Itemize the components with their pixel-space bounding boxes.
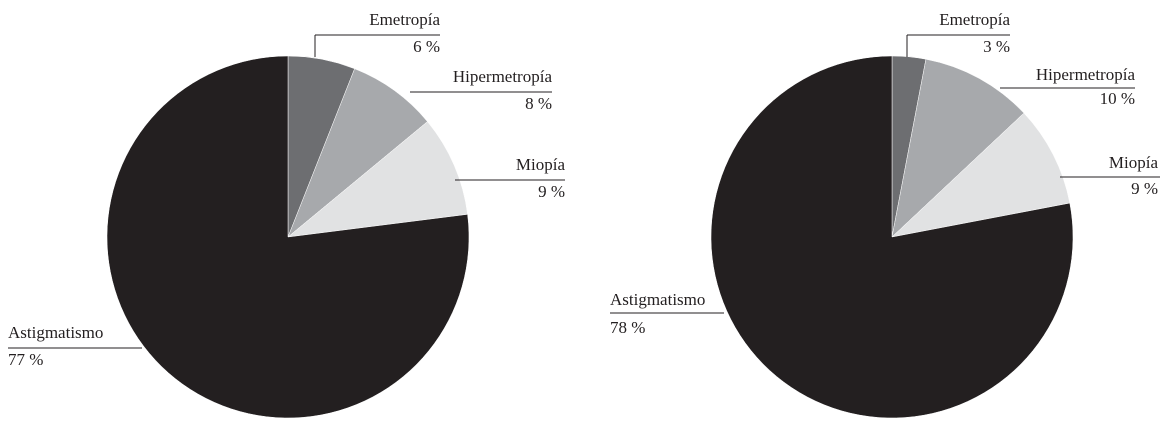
slice-value-label: 9 % [538, 182, 565, 201]
slice-label: Astigmatismo [610, 290, 705, 309]
slice-label: Hipermetropía [453, 67, 553, 86]
slice-label: Miopía [1109, 153, 1159, 172]
pie-slice [287, 121, 468, 238]
slice-label: Astigmatismo [8, 323, 103, 342]
pie-slice [891, 58, 1025, 238]
slice-label: Emetropía [369, 10, 440, 29]
pie-slice [106, 55, 470, 419]
pie-slice [287, 68, 428, 238]
pie-slice [710, 55, 1074, 419]
slice-value-label: 3 % [983, 37, 1010, 56]
slice-value-label: 10 % [1100, 89, 1135, 108]
slice-label: Hipermetropía [1036, 65, 1136, 84]
pie-slice [891, 112, 1071, 238]
slice-value-label: 77 % [8, 350, 43, 369]
slice-value-label: 78 % [610, 318, 645, 337]
slice-label: Miopía [516, 155, 566, 174]
slice-value-label: 8 % [525, 94, 552, 113]
slice-label: Emetropía [939, 10, 1010, 29]
slice-value-label: 9 % [1131, 179, 1158, 198]
slice-value-label: 6 % [413, 37, 440, 56]
